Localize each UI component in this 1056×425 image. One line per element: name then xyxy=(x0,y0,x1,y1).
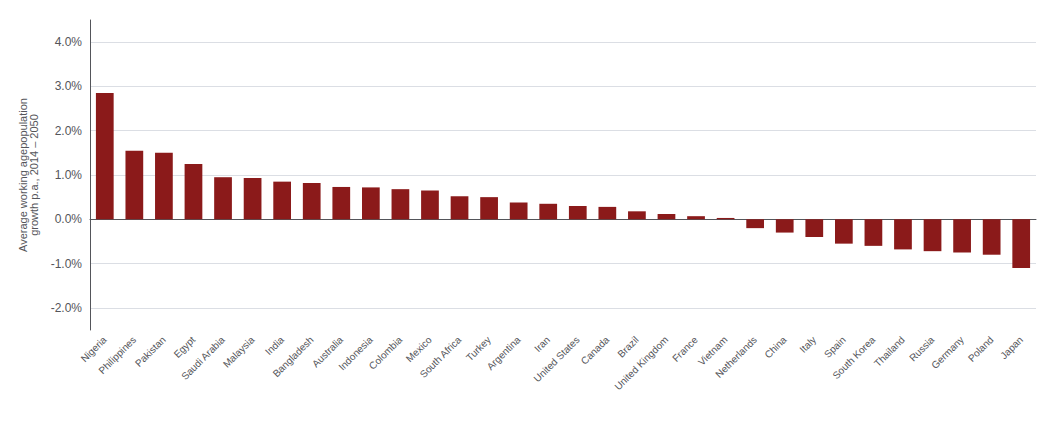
svg-text:1.0%: 1.0% xyxy=(55,168,83,182)
svg-text:2.0%: 2.0% xyxy=(55,124,83,138)
svg-text:South Korea: South Korea xyxy=(830,334,877,381)
svg-text:3.0%: 3.0% xyxy=(55,79,83,93)
svg-text:-1.0%: -1.0% xyxy=(51,257,83,271)
svg-text:South Africa: South Africa xyxy=(418,334,464,380)
svg-text:0.0%: 0.0% xyxy=(55,212,83,226)
svg-text:Russia: Russia xyxy=(907,334,937,364)
svg-text:France: France xyxy=(670,334,700,364)
svg-text:Colombia: Colombia xyxy=(367,334,405,372)
svg-text:4.0%: 4.0% xyxy=(55,35,83,49)
svg-text:Turkey: Turkey xyxy=(464,334,493,363)
svg-text:Pakistan: Pakistan xyxy=(133,334,168,369)
svg-text:Nigeria: Nigeria xyxy=(78,334,109,365)
svg-text:Netherlands: Netherlands xyxy=(713,334,759,380)
svg-text:United States: United States xyxy=(531,334,581,384)
svg-text:Japan: Japan xyxy=(998,334,1025,361)
svg-text:Poland: Poland xyxy=(966,334,996,364)
svg-text:China: China xyxy=(762,334,789,361)
svg-text:Argentina: Argentina xyxy=(485,334,523,372)
svg-text:Indonesia: Indonesia xyxy=(336,334,375,373)
svg-text:Iran: Iran xyxy=(532,334,552,354)
svg-text:Brazil: Brazil xyxy=(615,334,640,359)
svg-text:Vietnam: Vietnam xyxy=(695,334,730,368)
svg-text:Germany: Germany xyxy=(929,334,966,371)
svg-text:Mexico: Mexico xyxy=(403,334,434,365)
svg-text:India: India xyxy=(263,334,286,357)
svg-text:United Kingdom: United Kingdom xyxy=(612,334,670,392)
svg-text:-2.0%: -2.0% xyxy=(51,301,83,315)
svg-text:Thailand: Thailand xyxy=(872,334,907,369)
svg-text:Canada: Canada xyxy=(579,334,612,367)
svg-text:Italy: Italy xyxy=(797,334,818,355)
svg-text:growth p.a., 2014 – 2050: growth p.a., 2014 – 2050 xyxy=(28,114,40,236)
svg-text:Australia: Australia xyxy=(309,334,346,370)
svg-text:Malaysia: Malaysia xyxy=(221,334,257,370)
svg-text:Egypt: Egypt xyxy=(172,334,198,360)
svg-text:Spain: Spain xyxy=(822,334,848,360)
svg-text:Average working agepopulation: Average working agepopulation xyxy=(17,98,30,252)
svg-text:Philippines: Philippines xyxy=(96,334,138,376)
svg-text:Saudi Arabia: Saudi Arabia xyxy=(179,334,227,382)
svg-text:Bangladesh: Bangladesh xyxy=(271,334,316,379)
